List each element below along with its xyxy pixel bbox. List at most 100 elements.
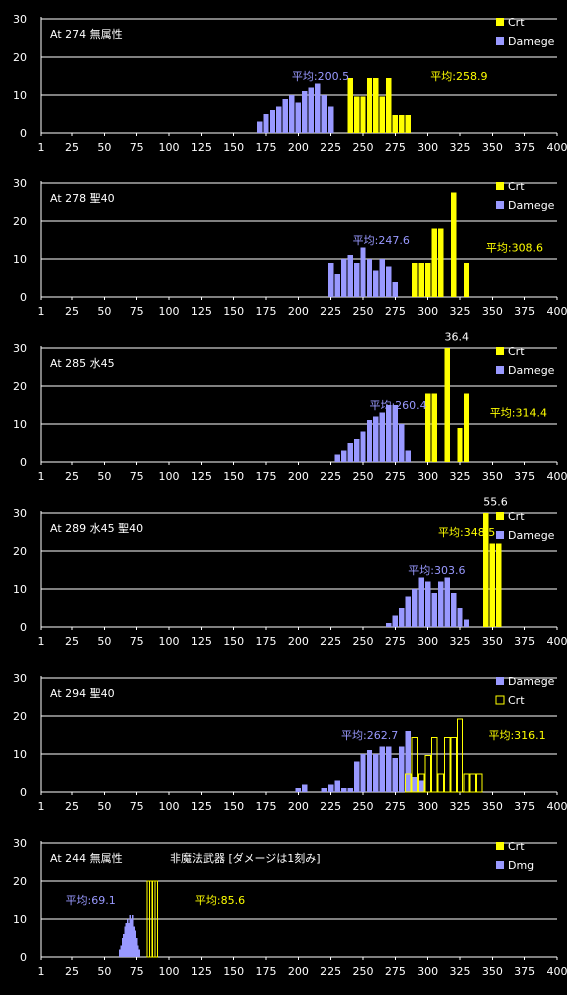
annotation-label: 平均:258.9 [430,70,487,83]
bar-damege [399,608,405,627]
x-tick-label: 250 [353,305,374,318]
legend-swatch [496,677,504,685]
x-tick-label: 25 [65,141,79,154]
bar-damege [353,262,360,297]
bar-damege [334,454,340,462]
bar-dmg [136,938,138,957]
x-tick-label: 300 [417,965,438,978]
x-tick-label: 25 [65,635,79,648]
bar-damege [256,121,263,133]
bar-damege [392,615,399,627]
bar-damege [399,424,405,462]
x-tick-label: 100 [159,305,180,318]
bar-damege [444,577,450,627]
bar-crt [386,77,392,133]
bar-damege [392,281,399,297]
legend-swatch [496,182,504,190]
y-tick-label: 20 [13,545,27,558]
x-tick-label: 150 [223,470,244,483]
legend-label: Crt [508,345,525,358]
x-tick-label: 300 [417,305,438,318]
bar-damege [379,412,386,462]
legend-swatch [496,347,504,355]
bar-damege [334,274,340,297]
x-tick-label: 1 [38,305,45,318]
bar-dmg [132,915,134,957]
y-tick-label: 30 [13,13,27,26]
y-tick-label: 20 [13,380,27,393]
legend-label: Crt [508,16,525,29]
bar-damege [282,98,289,133]
x-tick-label: 150 [223,305,244,318]
bar-damege [450,592,457,627]
bar-damege [405,731,411,792]
bar-damege [315,83,321,133]
bar-damege [340,788,347,792]
y-tick-label: 20 [13,51,27,64]
y-tick-label: 20 [13,875,27,888]
legend-swatch [496,861,504,869]
x-tick-label: 275 [385,305,406,318]
bar-crt [392,114,399,133]
bar-damege [366,750,373,792]
bar-crt [457,427,463,462]
x-tick-label: 250 [353,965,374,978]
x-tick-label: 400 [547,635,567,648]
bar-dmg [128,922,130,957]
bar-dmg [133,926,135,957]
x-tick-label: 275 [385,635,406,648]
x-tick-label: 25 [65,305,79,318]
bar-dmg [134,930,137,957]
bar-damege [360,754,366,792]
bar-crt [412,262,418,297]
legend-label: Crt [508,180,525,193]
x-tick-label: 225 [320,141,341,154]
x-tick-label: 400 [547,305,567,318]
chart-title: At 278 聖40 [50,192,115,205]
bar-dmg [130,919,133,957]
bar-damege [392,405,399,462]
x-tick-label: 325 [450,965,471,978]
bar-damege [327,262,334,297]
bar-crt [347,77,353,133]
x-tick-label: 350 [482,800,503,813]
x-tick-label: 50 [97,800,111,813]
x-tick-label: 125 [191,800,212,813]
bar-crt [489,543,496,627]
bar-crt [431,393,437,462]
x-tick-label: 350 [482,305,503,318]
bar-damege [379,746,386,792]
x-tick-label: 225 [320,965,341,978]
bar-damege [295,788,302,792]
x-tick-label: 225 [320,635,341,648]
annotation-label: 55.6 [483,495,508,508]
bar-crt [399,114,405,133]
x-tick-label: 325 [450,800,471,813]
legend-swatch [496,18,504,26]
annotation-label: 平均:316.1 [488,729,545,742]
x-tick-label: 250 [353,635,374,648]
bar-dmg [121,938,124,957]
bar-damege [386,623,392,627]
bar-dmg [123,934,125,957]
legend-label: Crt [508,840,525,853]
bar-damege [347,443,353,462]
bar-crt [496,543,502,627]
bar-dmg [125,922,128,957]
bar-damege [276,106,282,133]
legend-swatch [496,842,504,850]
x-tick-label: 300 [417,635,438,648]
x-tick-label: 400 [547,800,567,813]
bar-crt [437,773,444,793]
x-tick-label: 275 [385,470,406,483]
bar-crt [418,262,424,297]
x-tick-label: 300 [417,800,438,813]
bar-crt [450,192,457,297]
bar-crt [353,96,360,133]
x-tick-label: 325 [450,470,471,483]
y-tick-label: 10 [13,583,27,596]
